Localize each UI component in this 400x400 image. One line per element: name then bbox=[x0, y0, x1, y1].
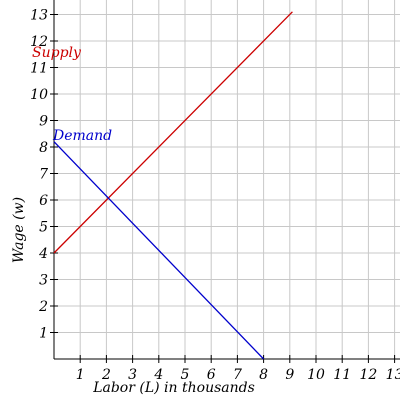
y-tick-label: 3 bbox=[39, 273, 48, 289]
ticks: 1234567891011121312345678910111213 bbox=[30, 8, 400, 384]
x-tick-label: 10 bbox=[307, 367, 325, 383]
x-tick-label: 11 bbox=[333, 367, 351, 383]
x-tick-label: 13 bbox=[386, 367, 400, 383]
y-tick-label: 4 bbox=[38, 246, 48, 262]
y-tick-label: 11 bbox=[30, 61, 48, 77]
y-tick-label: 7 bbox=[39, 167, 48, 183]
y-tick-label: 9 bbox=[39, 114, 48, 130]
y-tick-label: 8 bbox=[39, 140, 48, 156]
x-tick-label: 7 bbox=[233, 367, 242, 383]
x-axis-label: Labor (L) in thousands bbox=[92, 380, 255, 396]
y-tick-label: 10 bbox=[30, 87, 48, 103]
x-tick-label: 6 bbox=[207, 367, 216, 383]
x-tick-label: 5 bbox=[181, 367, 190, 383]
y-tick-label: 5 bbox=[39, 220, 48, 236]
series-line-supply bbox=[53, 11, 293, 254]
x-tick-label: 1 bbox=[76, 367, 85, 383]
x-tick-label: 2 bbox=[101, 367, 111, 383]
x-tick-label: 8 bbox=[259, 367, 268, 383]
x-tick-label: 9 bbox=[285, 367, 294, 383]
y-tick-label: 6 bbox=[39, 193, 48, 209]
y-axis-label: Wage (w) bbox=[11, 197, 27, 263]
series-line-demand bbox=[53, 141, 265, 360]
y-tick-label: 2 bbox=[38, 299, 48, 315]
x-tick-label: 12 bbox=[359, 367, 377, 383]
demand-label: Demand bbox=[52, 128, 112, 144]
y-tick-label: 12 bbox=[30, 34, 48, 50]
x-tick-label: 3 bbox=[128, 367, 137, 383]
x-tick-label: 4 bbox=[153, 367, 163, 383]
y-tick-label: 13 bbox=[30, 8, 48, 24]
grid bbox=[54, 0, 400, 359]
y-tick-label: 1 bbox=[39, 326, 48, 342]
series-lines bbox=[53, 11, 293, 360]
supply-label: Supply bbox=[32, 45, 82, 61]
